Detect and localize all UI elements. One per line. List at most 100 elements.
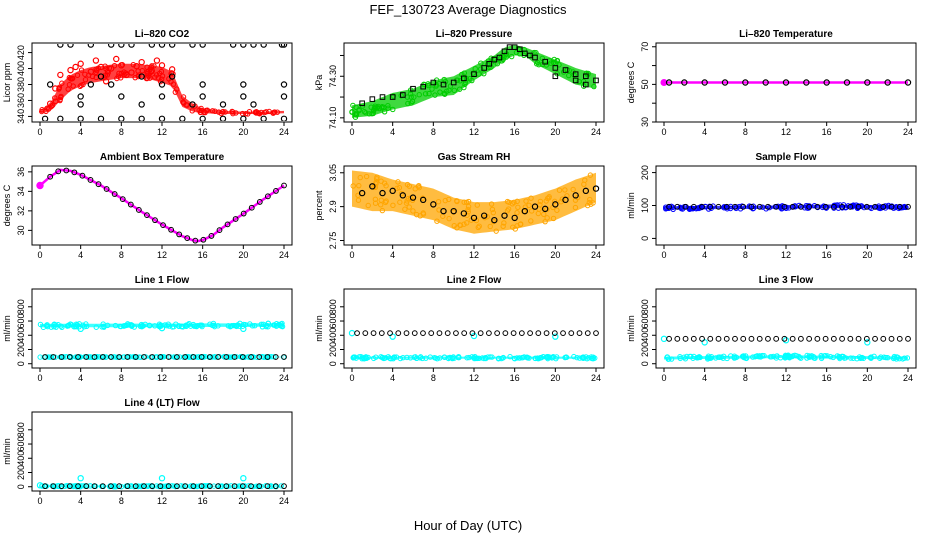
data-point bbox=[419, 196, 427, 204]
data-point bbox=[256, 199, 263, 205]
x-tick-label: 24 bbox=[591, 250, 601, 260]
data-point bbox=[124, 483, 131, 490]
data-point bbox=[192, 237, 199, 244]
data-point bbox=[50, 483, 57, 490]
data-point bbox=[850, 355, 856, 361]
x-tick-label: 8 bbox=[431, 127, 436, 137]
data-point bbox=[165, 354, 172, 360]
data-point bbox=[165, 321, 171, 327]
data-point bbox=[133, 62, 140, 70]
x-tick-label: 8 bbox=[743, 373, 748, 383]
data-point bbox=[584, 202, 591, 209]
data-point bbox=[130, 61, 136, 68]
series-black bbox=[354, 330, 599, 337]
data-point bbox=[78, 67, 85, 73]
data-point bbox=[279, 320, 285, 327]
data-point bbox=[420, 83, 426, 90]
data-point bbox=[531, 49, 537, 56]
series-cyan bbox=[77, 324, 247, 333]
data-point bbox=[124, 354, 131, 360]
x-tick-label: 0 bbox=[661, 127, 666, 137]
data-point bbox=[39, 107, 45, 113]
data-point bbox=[863, 203, 870, 210]
data-point bbox=[508, 53, 515, 60]
data-point bbox=[793, 353, 800, 359]
data-point bbox=[469, 330, 476, 337]
data-point bbox=[824, 353, 830, 359]
data-point bbox=[407, 91, 414, 97]
data-point bbox=[271, 322, 277, 328]
data-point bbox=[240, 474, 247, 482]
y-tick-label: 74.30 bbox=[328, 65, 338, 88]
x-tick-label: 8 bbox=[431, 373, 436, 383]
data-point bbox=[264, 193, 271, 200]
data-point bbox=[782, 79, 790, 86]
data-point bbox=[358, 189, 366, 197]
data-point bbox=[173, 354, 180, 360]
data-point bbox=[199, 81, 206, 88]
data-point bbox=[562, 187, 568, 193]
plot-area bbox=[349, 44, 599, 120]
data-point bbox=[233, 110, 239, 116]
data-point bbox=[528, 195, 534, 201]
data-point bbox=[400, 92, 406, 98]
data-point bbox=[891, 355, 898, 361]
data-point bbox=[461, 70, 468, 76]
data-point bbox=[404, 354, 410, 361]
data-point bbox=[155, 75, 161, 81]
data-point bbox=[572, 77, 579, 84]
data-point bbox=[520, 354, 526, 361]
plot-area bbox=[37, 320, 287, 361]
data-point bbox=[715, 335, 722, 342]
data-point bbox=[138, 58, 145, 66]
data-point bbox=[690, 335, 697, 342]
data-point bbox=[478, 60, 484, 66]
data-point bbox=[210, 320, 217, 327]
data-point bbox=[280, 81, 288, 88]
data-point bbox=[356, 106, 362, 113]
data-point bbox=[765, 335, 771, 342]
data-point bbox=[498, 58, 504, 64]
data-point bbox=[562, 67, 569, 73]
data-point bbox=[240, 81, 247, 88]
data-point bbox=[461, 84, 467, 91]
data-point bbox=[584, 355, 590, 362]
data-point bbox=[180, 94, 187, 100]
data-point bbox=[102, 78, 110, 85]
x-tick-label: 4 bbox=[702, 127, 707, 137]
y-tick-label: 400 bbox=[640, 328, 650, 343]
series-black bbox=[41, 44, 288, 121]
data-point bbox=[158, 115, 166, 121]
data-point bbox=[819, 204, 826, 211]
x-tick-label: 0 bbox=[661, 373, 666, 383]
data-point bbox=[148, 44, 156, 48]
y-axis-label: ml/min bbox=[314, 315, 324, 342]
data-point bbox=[847, 335, 854, 342]
data-point bbox=[46, 81, 54, 88]
data-point bbox=[229, 44, 237, 48]
data-point bbox=[118, 70, 125, 76]
data-point bbox=[803, 79, 810, 86]
data-point bbox=[174, 86, 180, 92]
data-point bbox=[245, 354, 251, 360]
data-point bbox=[822, 203, 829, 210]
data-point bbox=[280, 115, 288, 121]
data-point bbox=[410, 208, 416, 214]
data-point bbox=[248, 483, 254, 490]
data-point bbox=[502, 330, 509, 337]
data-point bbox=[864, 79, 871, 86]
data-point bbox=[861, 204, 867, 211]
data-point bbox=[72, 63, 79, 71]
data-point bbox=[501, 220, 507, 226]
y-axis-label: kPa bbox=[314, 75, 324, 91]
x-tick-label: 8 bbox=[119, 127, 124, 137]
data-point bbox=[806, 203, 813, 210]
data-point bbox=[863, 335, 870, 342]
data-band bbox=[40, 63, 284, 115]
data-point bbox=[888, 203, 895, 210]
data-point bbox=[168, 66, 176, 73]
data-point bbox=[193, 483, 200, 490]
data-point bbox=[215, 354, 221, 360]
data-point bbox=[281, 483, 287, 490]
data-point bbox=[811, 355, 817, 361]
